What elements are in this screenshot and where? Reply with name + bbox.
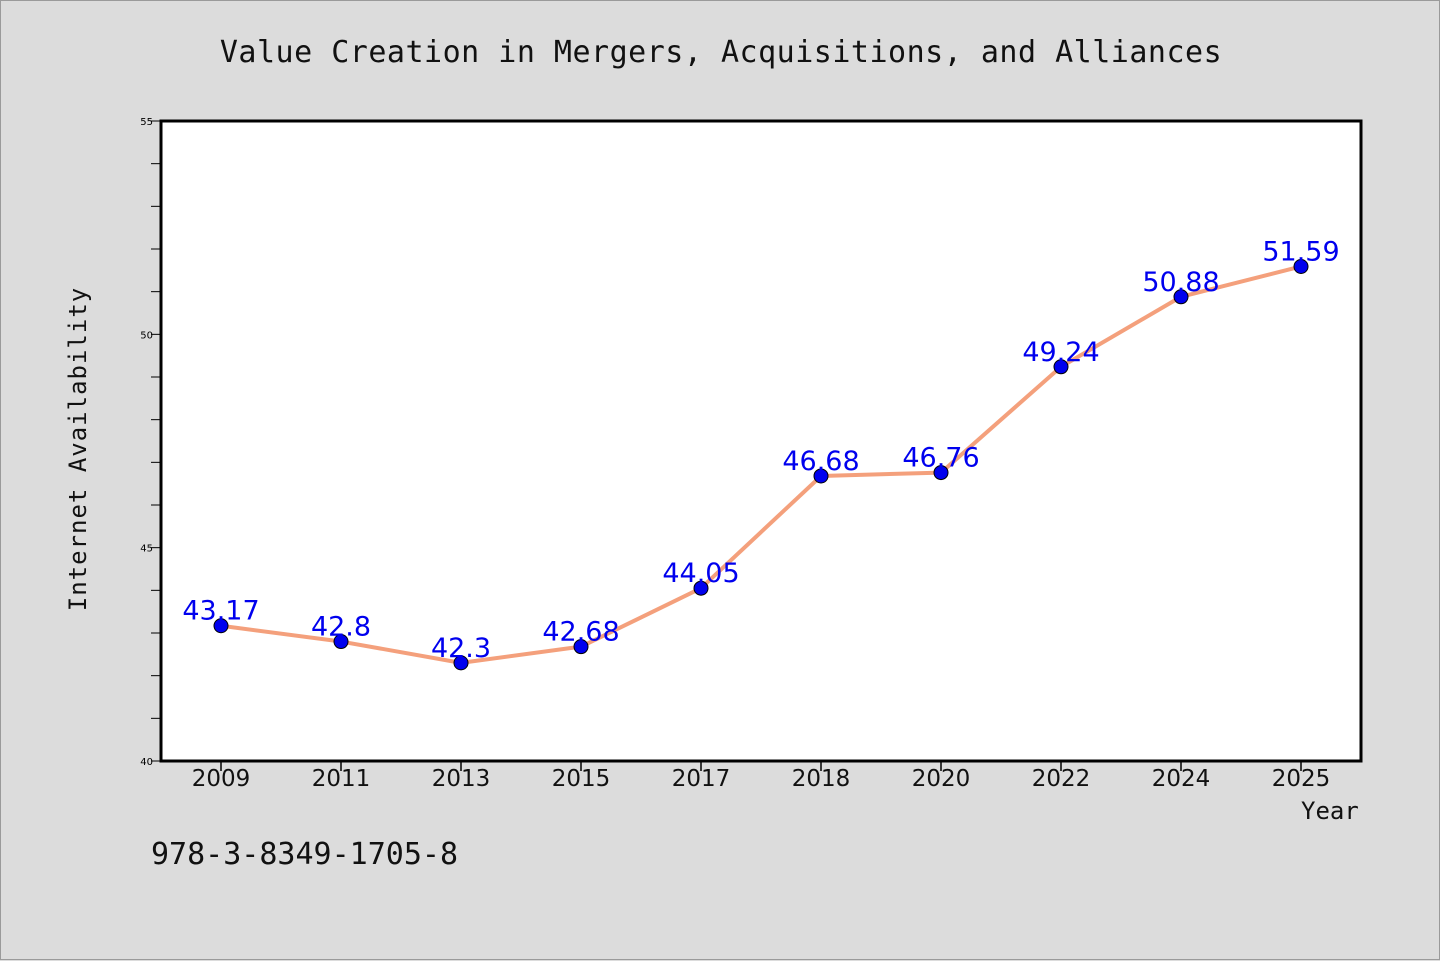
data-label: 51.59 [1262, 236, 1339, 267]
data-point [333, 634, 349, 650]
data-point [213, 618, 229, 634]
data-label: 43.17 [182, 596, 259, 627]
data-label: 46.76 [902, 443, 979, 474]
y-tick-label: 45 [140, 544, 153, 555]
series-line [219, 264, 1303, 665]
data-point [813, 468, 829, 484]
data-point [573, 639, 589, 655]
y-tick-label: 40 [140, 757, 153, 768]
data-point [933, 465, 949, 481]
x-tick-label: 2018 [792, 766, 851, 792]
data-point [693, 580, 709, 596]
data-point [1053, 359, 1069, 375]
y-tick-label: 55 [140, 117, 153, 128]
x-tick-label: 2013 [432, 766, 491, 792]
data-label: 44.05 [662, 558, 739, 589]
x-tick-label: 2017 [672, 766, 731, 792]
y-tick-label: 50 [140, 330, 153, 341]
x-tick-label: 2015 [552, 766, 611, 792]
data-label: 50.88 [1142, 267, 1219, 298]
isbn-text: 978-3-8349-1705-8 [151, 837, 459, 872]
x-tick-label: 2024 [1152, 766, 1211, 792]
data-label: 42.8 [311, 612, 371, 643]
plot-frame [159, 119, 1363, 763]
chart-title: Value Creation in Mergers, Acquisitions,… [219, 35, 1223, 70]
x-tick-label: 2022 [1032, 766, 1091, 792]
data-label: 46.68 [782, 446, 859, 477]
x-tick-label: 2020 [912, 766, 971, 792]
data-label: 42.68 [542, 617, 619, 648]
x-tick-label: 2009 [192, 766, 251, 792]
data-label: 42.3 [431, 633, 491, 664]
data-point [1293, 258, 1309, 274]
data-point [453, 655, 469, 671]
data-point [1173, 289, 1189, 305]
x-tick-label: 2025 [1272, 766, 1331, 792]
x-tick-label: 2011 [312, 766, 371, 792]
x-axis-label: Year [1301, 797, 1359, 825]
data-label: 49.24 [1022, 337, 1099, 368]
